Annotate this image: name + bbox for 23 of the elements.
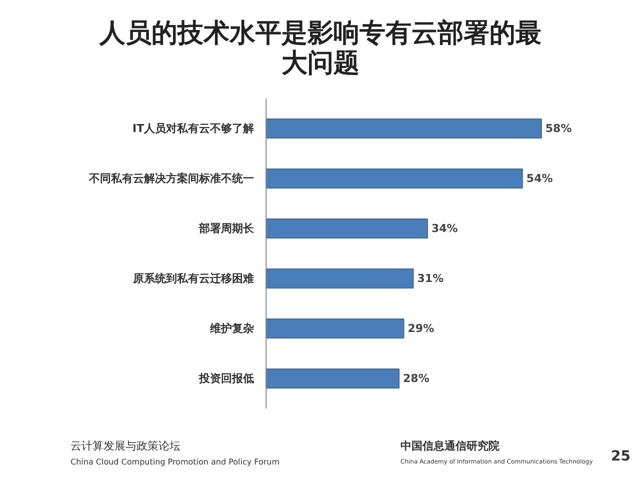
y-tick-label: IT人员对私有云不够了解 (132, 122, 254, 135)
text: 25 (611, 448, 630, 464)
data-label: 54% (526, 172, 553, 185)
data-label: 58% (545, 122, 572, 135)
bar (266, 318, 404, 338)
text: 中国信息通信研究院 (400, 440, 500, 452)
bar (266, 268, 414, 288)
data-label: 31% (417, 272, 444, 285)
text: 云计算发展与政策论坛 (70, 440, 180, 452)
data-label: 28% (403, 372, 430, 385)
bar (266, 368, 400, 388)
y-tick-label: 维护复杂 (209, 322, 254, 335)
text: China Cloud Computing Promotion and Policy Forum (70, 458, 280, 466)
y-tick-label: 原系统到私有云迁移困难 (132, 272, 254, 285)
bar (266, 218, 428, 238)
y-tick-label: 投资回报低 (198, 372, 254, 385)
chart-title: 人员的技术水平是影响专有云部署的最大问题 (98, 18, 542, 78)
data-label: 34% (432, 222, 458, 235)
bar (266, 118, 542, 138)
bar (266, 168, 523, 188)
y-tick-label: 部署周期长 (198, 222, 256, 235)
y-tick-label: 不同私有云解决方案间标准不统一 (88, 172, 254, 185)
data-label: 29% (408, 322, 434, 335)
